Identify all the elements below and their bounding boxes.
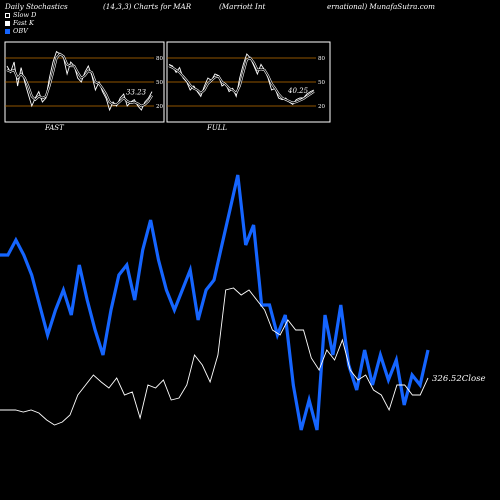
fast-stoch-panel: 20 50 80 33.23 FAST: [4, 41, 165, 132]
chart-title-right1: (Marriott Int: [219, 2, 266, 11]
legend: Slow D Fast K OBV: [5, 11, 36, 35]
legend-label-obv: OBV: [13, 27, 28, 35]
full-panel-label: FULL: [206, 124, 227, 132]
legend-swatch-obv: [5, 28, 10, 34]
full-tick-80: 80: [318, 56, 325, 62]
fast-tick-20: 20: [156, 104, 163, 110]
chart-title-right2: ernational) MunafaSutra.com: [327, 2, 435, 11]
obv-line: [0, 174, 430, 431]
full-tick-20: 20: [318, 104, 325, 110]
legend-swatch-slow-d: [5, 12, 10, 18]
fast-tick-80: 80: [156, 56, 163, 62]
close-value-label: 326.52Close: [432, 374, 485, 384]
fast-tick-50: 50: [156, 80, 163, 86]
main-chart: [0, 174, 430, 431]
legend-item-obv: OBV: [5, 27, 36, 35]
fast-fast-k-line: [6, 50, 153, 112]
chart-title-left: Daily Stochastics: [5, 2, 68, 11]
legend-item-slow-d: Slow D: [5, 11, 36, 19]
fast-slow-d-line: [6, 53, 153, 107]
chart-title-mid: (14,3,3) Charts for MAR: [103, 2, 192, 11]
legend-label-slow-d: Slow D: [13, 11, 37, 19]
legend-swatch-fast-k: [5, 20, 10, 26]
legend-item-fast-k: Fast K: [5, 19, 36, 27]
fast-panel-label: FAST: [44, 124, 65, 132]
full-last-value-label: 40.25: [287, 87, 309, 95]
fast-last-value-label: 33.23: [126, 89, 147, 97]
legend-label-fast-k: Fast K: [13, 19, 34, 27]
close-line: [0, 287, 429, 426]
full-stoch-panel: 20 50 80 40.25 FULL: [166, 41, 331, 132]
full-slow-d-line: [168, 57, 315, 104]
full-tick-50: 50: [318, 80, 325, 86]
